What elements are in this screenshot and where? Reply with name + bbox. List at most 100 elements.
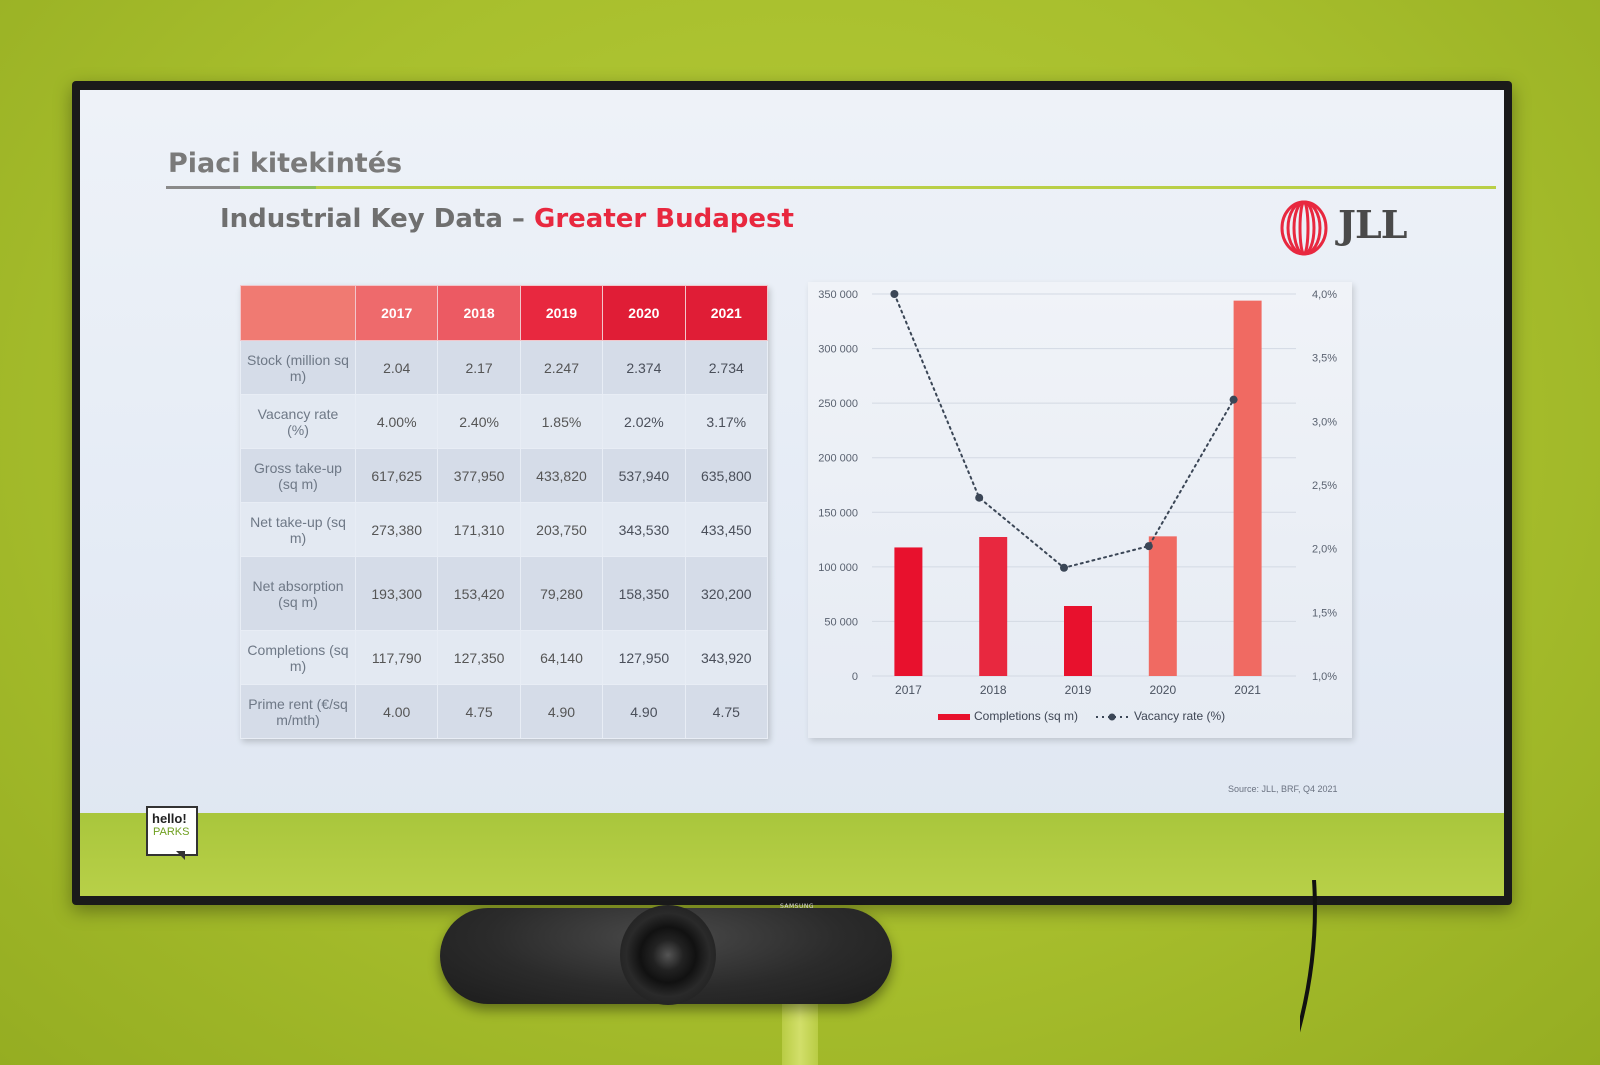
- table-cell: 3.17%: [684, 394, 769, 449]
- jll-logo-icon: [1280, 200, 1328, 256]
- x-tick-label: 2021: [1234, 683, 1261, 697]
- table-cell: 4.00%: [354, 394, 439, 449]
- table-cell: 2.247: [519, 340, 604, 395]
- y-tick-label: 200 000: [818, 453, 858, 465]
- tv-screen: Piaci kitekintés Industrial Key Data – G…: [80, 90, 1504, 896]
- table-cell: 2.374: [602, 340, 686, 395]
- bar-completions: [1148, 536, 1177, 676]
- speech-tail-icon: [176, 851, 185, 860]
- bar-completions: [1064, 605, 1092, 676]
- table-header-year: 2019: [519, 285, 604, 341]
- y2-tick-label: 4,0%: [1312, 289, 1337, 301]
- table-cell: 117,790: [354, 630, 439, 685]
- vacancy-rate-point: [975, 493, 984, 502]
- table-row: Vacancy rate (%) 4.00% 2.40% 1.85% 2.02% 3.17…: [240, 394, 769, 449]
- y2-tick-label: 2,5%: [1312, 480, 1337, 492]
- bar-completions: [894, 547, 923, 676]
- row-label: Gross take-up (sq m): [240, 448, 356, 503]
- table-row: Completions (sq m) 117,790 127,350 64,140 12…: [240, 630, 769, 685]
- subtitle-main: Industrial Key Data –: [220, 204, 534, 234]
- title-rule: [166, 186, 1496, 189]
- table-row: Stock (million sq m) 2.04 2.17 2.247 2.374 2.…: [240, 340, 769, 395]
- y-tick-label: 250 000: [818, 398, 858, 410]
- slide-subtitle: Industrial Key Data – Greater Budapest: [220, 204, 794, 234]
- table-cell: 2.02%: [602, 394, 686, 449]
- table-cell: 320,200: [684, 556, 769, 631]
- y2-tick-label: 1,0%: [1312, 671, 1337, 683]
- table-row: Net absorption (sq m) 193,300 153,420 79,28…: [240, 556, 769, 631]
- y2-tick-label: 3,5%: [1312, 353, 1337, 365]
- completions-vacancy-chart: 0 50 000 100 000 150 000 200 000 250 000 300 0…: [818, 289, 1337, 723]
- table-header-row: 2017 2018 2019 2020 2021: [240, 285, 769, 341]
- table-cell: 343,530: [602, 502, 686, 557]
- vacancy-rate-line: [893, 293, 1235, 569]
- tv-brand-label: SAMSUNG: [779, 903, 815, 910]
- slide-title: Piaci kitekintés: [168, 148, 403, 179]
- hello-logo-line1: hello!: [152, 811, 187, 826]
- y-tick-label: 50 000: [824, 616, 858, 628]
- table-header-year: 2021: [684, 285, 769, 341]
- table-cell: 343,920: [684, 630, 769, 685]
- table-cell: 171,310: [437, 502, 521, 557]
- y-tick-label: 100 000: [818, 562, 858, 574]
- table-cell: 4.75: [437, 684, 521, 739]
- wall-strip: [782, 1000, 818, 1065]
- table-cell: 1.85%: [519, 394, 604, 449]
- table-cell: 273,380: [354, 502, 439, 557]
- table-cell: 158,350: [602, 556, 686, 631]
- table-cell: 79,280: [519, 556, 604, 631]
- row-label: Net take-up (sq m): [240, 502, 356, 557]
- table-cell: 377,950: [437, 448, 521, 503]
- bar-completions: [979, 537, 1008, 676]
- source-note: Source: JLL, BRF, Q4 2021: [1228, 784, 1338, 794]
- table-cell: 2.04: [354, 340, 439, 395]
- bottom-band: [80, 813, 1504, 896]
- y2-tick-label: 2,0%: [1312, 544, 1337, 556]
- camera-lens-icon: [620, 905, 716, 1005]
- x-tick-label: 2020: [1149, 683, 1176, 697]
- table-cell: 635,800: [684, 448, 769, 503]
- legend-swatch-completions: [938, 714, 970, 720]
- legend-label-vacancy: Vacancy rate (%): [1134, 709, 1225, 723]
- row-label: Net absorption (sq m): [240, 556, 356, 631]
- jll-logo-text: JLL: [1338, 202, 1407, 247]
- table-cell: 433,450: [684, 502, 769, 557]
- row-label: Vacancy rate (%): [240, 394, 356, 449]
- row-label: Completions (sq m): [240, 630, 356, 685]
- table-header-year: 2018: [437, 285, 521, 341]
- table-cell: 64,140: [519, 630, 604, 685]
- table-cell: 153,420: [437, 556, 521, 631]
- table-header-year: 2020: [602, 285, 686, 341]
- table-cell: 537,940: [602, 448, 686, 503]
- hello-logo-line2: PARKS: [153, 826, 190, 838]
- table-cell: 127,350: [437, 630, 521, 685]
- table-cell: 193,300: [354, 556, 439, 631]
- table-cell: 4.00: [354, 684, 439, 739]
- key-data-table: 2017 2018 2019 2020 2021 Stock (million sq m…: [240, 285, 769, 739]
- y2-tick-label: 3,0%: [1312, 416, 1337, 428]
- vacancy-rate-point: [1144, 542, 1153, 551]
- hello-parks-logo: hello! PARKS: [146, 806, 198, 856]
- legend-marker-vacancy: [1108, 713, 1116, 721]
- table-cell: 4.90: [602, 684, 686, 739]
- y-tick-label: 150 000: [818, 507, 858, 519]
- x-tick-label: 2017: [895, 683, 922, 697]
- subtitle-highlight: Greater Budapest: [533, 204, 794, 234]
- table-header-corner: [240, 285, 356, 341]
- table-cell: 2.17: [437, 340, 521, 395]
- table-row: Net take-up (sq m) 273,380 171,310 203,750 3…: [240, 502, 769, 557]
- tv-power-cable: [1300, 880, 1317, 1033]
- table-cell: 4.75: [684, 684, 769, 739]
- table-cell: 203,750: [519, 502, 604, 557]
- table-cell: 2.734: [684, 340, 769, 395]
- y-tick-label: 350 000: [818, 289, 858, 301]
- table-row: Gross take-up (sq m) 617,625 377,950 433,82…: [240, 448, 769, 503]
- row-label: Stock (million sq m): [240, 340, 356, 395]
- vacancy-rate-point: [890, 290, 899, 298]
- bar-completions: [1233, 300, 1262, 676]
- x-tick-label: 2018: [980, 683, 1007, 697]
- y-tick-label: 300 000: [818, 344, 858, 356]
- table-row: Prime rent (€/sq m/mth) 4.00 4.75 4.90 4.90 4…: [240, 684, 769, 739]
- table-cell: 127,950: [602, 630, 686, 685]
- table-cell: 433,820: [519, 448, 604, 503]
